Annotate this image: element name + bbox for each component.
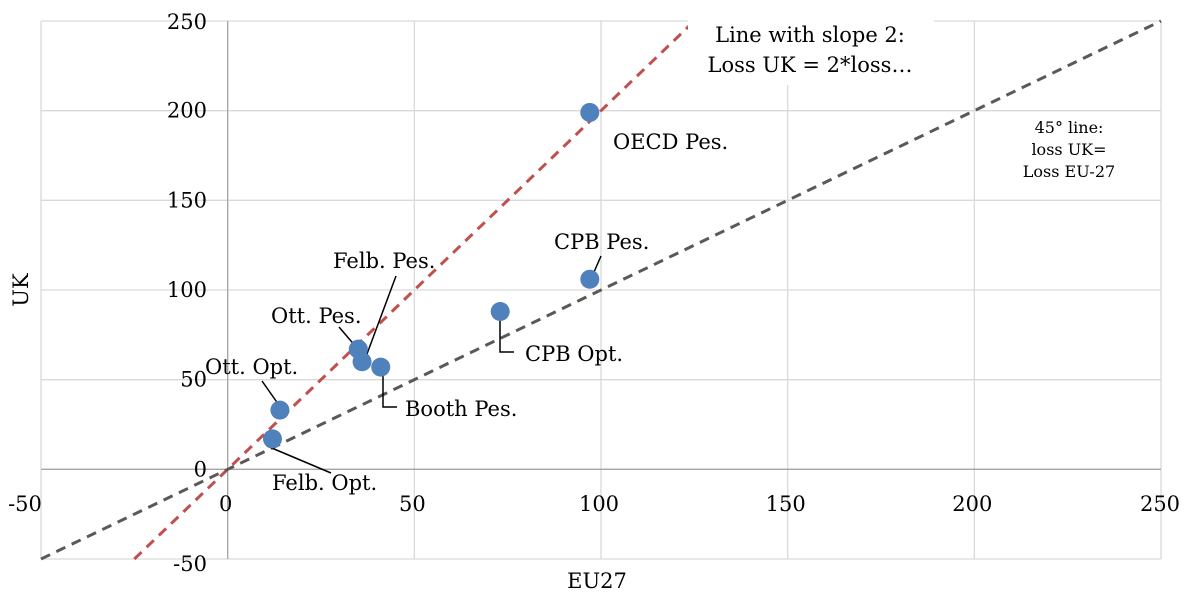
45-degree-line-label: 45° line: loss UK= Loss EU-27	[1023, 118, 1115, 181]
reference-lines	[40, 19, 1162, 561]
x-tick-label: -50	[8, 492, 42, 516]
y-tick-label: 100	[167, 278, 207, 302]
x-tick-label: 50	[399, 492, 426, 516]
x-tick-label: 100	[579, 492, 619, 516]
data-point	[270, 400, 290, 420]
y-tick-label: 150	[167, 188, 207, 212]
label-leader	[266, 445, 332, 474]
label-leader	[382, 370, 397, 408]
data-point	[262, 429, 282, 449]
tick-labels: -50 0 50 100 150 200 250 -50 0 50 100 150 200 250	[8, 10, 1180, 576]
point-label: OECD Pes.	[613, 130, 728, 154]
point-label: CPB Pes.	[554, 230, 649, 254]
label-leader	[499, 319, 514, 353]
data-point	[580, 102, 600, 122]
point-label: Booth Pes.	[405, 397, 517, 421]
point-label: Felb. Pes.	[333, 249, 435, 273]
point-label: Felb. Opt.	[272, 471, 377, 495]
point-labels: Line with slope 2: Loss UK = 2*loss… 45° l…	[205, 17, 1115, 495]
x-tick-label: 0	[219, 492, 232, 516]
y-tick-label: 0	[194, 457, 207, 481]
data-point	[490, 302, 510, 322]
y-tick-label: 250	[167, 10, 207, 34]
x-tick-label: 200	[952, 492, 992, 516]
x-axis-title: EU27	[567, 569, 627, 593]
slope-2-line-label: Line with slope 2: Loss UK = 2*loss…	[708, 23, 913, 77]
data-point	[580, 269, 600, 289]
label-leader	[363, 275, 397, 363]
x-tick-label: 150	[766, 492, 806, 516]
45-degree-line	[40, 19, 1162, 561]
point-label: CPB Opt.	[525, 342, 623, 366]
point-label: Ott. Pes.	[271, 304, 362, 328]
y-axis-title: UK	[9, 273, 33, 307]
x-tick-label: 250	[1140, 492, 1180, 516]
slope-2-line	[133, 19, 696, 561]
point-label: Ott. Opt.	[205, 355, 298, 379]
data-point	[352, 352, 372, 372]
y-tick-label: 50	[180, 368, 207, 392]
data-points	[262, 102, 600, 449]
data-point	[371, 357, 391, 377]
y-tick-label: -50	[173, 552, 207, 576]
y-tick-label: 200	[167, 99, 207, 123]
label-background	[688, 17, 934, 85]
